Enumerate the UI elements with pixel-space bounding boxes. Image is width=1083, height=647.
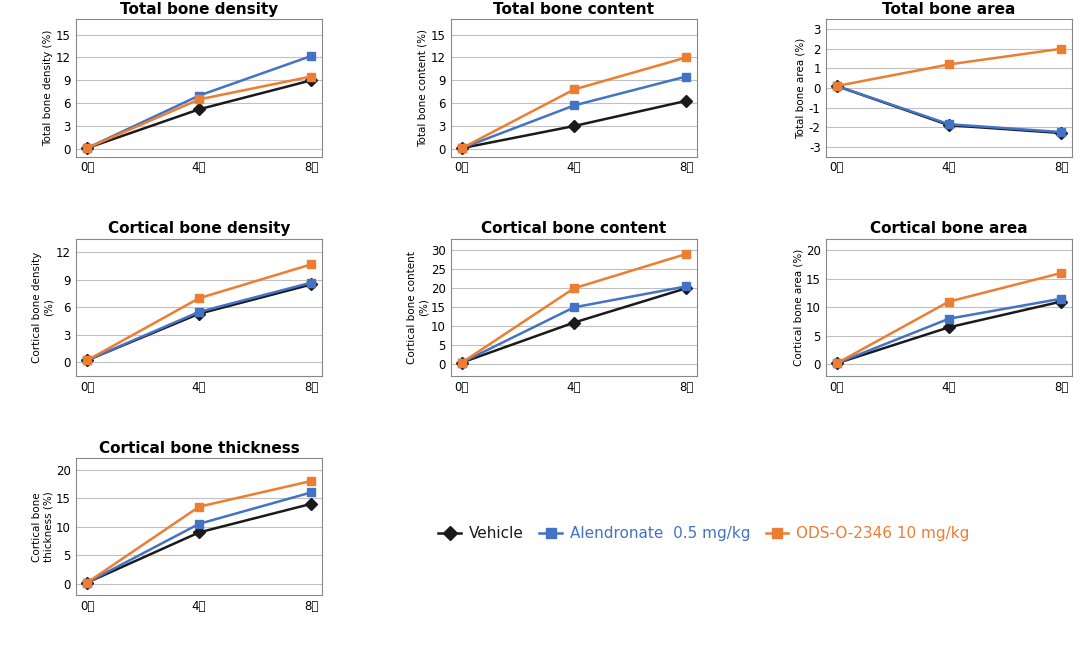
Title: Cortical bone content: Cortical bone content — [481, 221, 667, 236]
Y-axis label: Total bone area (%): Total bone area (%) — [796, 38, 806, 138]
Y-axis label: Total bone content (%): Total bone content (%) — [418, 29, 428, 147]
Title: Cortical bone thickness: Cortical bone thickness — [99, 441, 300, 455]
Y-axis label: Cortical bone
thickness (%): Cortical bone thickness (%) — [31, 491, 53, 562]
Title: Cortical bone density: Cortical bone density — [108, 221, 290, 236]
Legend: Vehicle, Alendronate  0.5 mg/kg, ODS-O-2346 10 mg/kg: Vehicle, Alendronate 0.5 mg/kg, ODS-O-23… — [432, 520, 976, 547]
Title: Cortical bone area: Cortical bone area — [870, 221, 1028, 236]
Y-axis label: Cortical bone area (%): Cortical bone area (%) — [793, 248, 803, 366]
Title: Total bone content: Total bone content — [494, 2, 654, 17]
Title: Total bone area: Total bone area — [883, 2, 1016, 17]
Y-axis label: Cortical bone content
(%): Cortical bone content (%) — [406, 251, 428, 364]
Y-axis label: Total bone density (%): Total bone density (%) — [43, 30, 53, 146]
Title: Total bone density: Total bone density — [120, 2, 278, 17]
Y-axis label: Cortical bone density
(%): Cortical bone density (%) — [31, 252, 53, 363]
